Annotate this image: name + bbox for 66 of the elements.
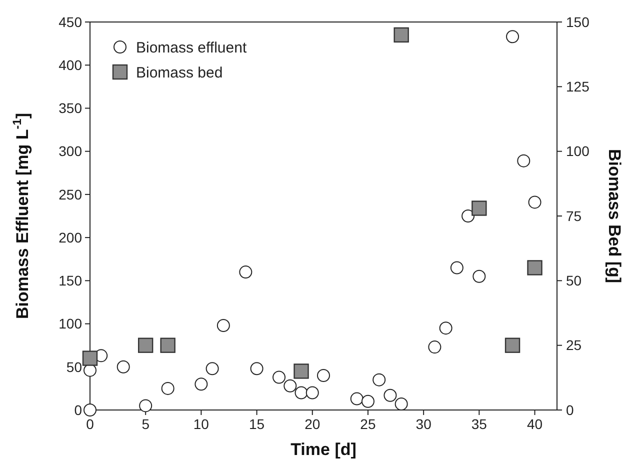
- point: [116, 360, 130, 374]
- y-tick-label: 300: [58, 143, 82, 160]
- point: [84, 364, 96, 377]
- point: [194, 378, 208, 391]
- point: [161, 382, 174, 395]
- y-tick-label: 450: [58, 14, 82, 30]
- y-tick-label: 150: [58, 272, 82, 289]
- x-tick-label: 25: [360, 416, 376, 432]
- point: [139, 399, 152, 412]
- y-tick-label: 50: [66, 358, 82, 375]
- legend-label: Biomass effluent: [136, 39, 248, 56]
- point: [239, 266, 252, 279]
- x-tick-label: 20: [304, 416, 320, 432]
- y-tick-label: 400: [58, 57, 82, 74]
- point: [517, 154, 530, 168]
- y2-tick-label: 100: [566, 143, 590, 160]
- y-tick-label: 100: [58, 316, 82, 332]
- point: [506, 30, 520, 44]
- point: [504, 338, 520, 353]
- point: [361, 394, 374, 408]
- point: [250, 362, 264, 376]
- point: [450, 261, 464, 274]
- y-tick-label: 350: [58, 100, 82, 116]
- x-tick-label: 10: [193, 416, 210, 432]
- point: [472, 270, 486, 283]
- point: [84, 404, 96, 416]
- y-tick-label: 250: [58, 186, 82, 202]
- y2-tick-label: 50: [566, 272, 582, 289]
- y-tick-label: 0: [74, 402, 82, 418]
- x-tick-label: 30: [416, 416, 432, 432]
- point: [216, 319, 230, 332]
- point: [439, 322, 452, 335]
- point: [350, 392, 364, 406]
- point: [206, 362, 219, 376]
- y2-tick-label: 25: [566, 337, 582, 354]
- y2-tick-label: 125: [566, 78, 590, 95]
- point: [272, 370, 286, 384]
- y2-tick-label: 150: [566, 14, 590, 30]
- point: [306, 386, 319, 400]
- y2-tick-label: 0: [566, 402, 574, 418]
- point: [394, 397, 408, 410]
- y-tick-label: 200: [58, 229, 82, 246]
- x-tick-label: 40: [526, 416, 543, 432]
- point: [528, 196, 542, 209]
- point: [294, 386, 308, 400]
- point: [317, 369, 330, 382]
- point: [462, 210, 475, 222]
- point: [472, 200, 487, 216]
- y2-axis-title: Biomass Bed [g]: [605, 148, 624, 284]
- x-tick-label: 35: [471, 416, 488, 432]
- x-tick-label: 15: [248, 416, 265, 432]
- point: [428, 340, 442, 354]
- x-axis-title: Time [d]: [290, 440, 356, 459]
- point: [294, 364, 309, 379]
- point: [82, 350, 98, 366]
- point: [372, 373, 386, 386]
- y2-tick-label: 75: [566, 208, 582, 224]
- x-tick-label: 5: [142, 416, 150, 432]
- legend-label: Biomass bed: [136, 64, 223, 82]
- point: [138, 338, 154, 353]
- point: [160, 338, 176, 353]
- point: [384, 388, 397, 402]
- point: [527, 260, 542, 276]
- point: [394, 27, 409, 43]
- x-tick-label: 0: [86, 416, 94, 432]
- point: [284, 379, 297, 392]
